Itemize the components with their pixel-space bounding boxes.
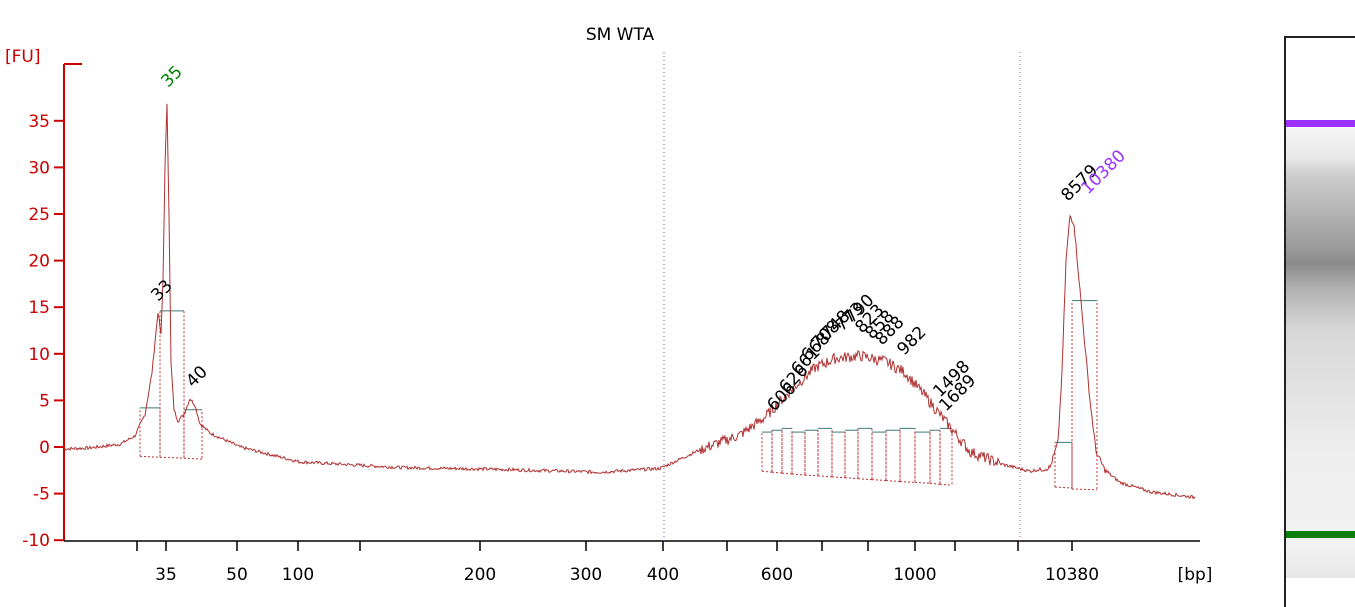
x-tick-label: 100 [282, 565, 314, 585]
y-tick-label: -10 [22, 531, 50, 551]
guide-lines [663, 52, 1021, 541]
peak-bin [871, 432, 887, 482]
peak-label: 33 [147, 276, 176, 305]
peak-bin [791, 432, 806, 476]
x-tick-label: 10380 [1045, 565, 1099, 585]
chart-title: SM WTA [586, 25, 655, 45]
gel-band-lower-marker [1286, 531, 1355, 538]
y-tick-label: 35 [28, 112, 50, 132]
x-tick-label: 300 [570, 565, 602, 585]
peak-bins [139, 300, 1098, 491]
peak-bin [1071, 300, 1098, 491]
y-tick-label: 25 [28, 205, 50, 225]
peak-bin [139, 407, 161, 458]
x-tick-label: 35 [155, 565, 177, 585]
gel-image [1284, 36, 1355, 607]
y-tick-label: 20 [28, 252, 50, 272]
peak-labels: 3533406066266616687087487737908238588889… [147, 62, 1129, 415]
x-tick-label: 1000 [893, 565, 936, 585]
y-tick-label: 15 [28, 298, 50, 318]
peak-bin [804, 430, 819, 477]
peak-bin [183, 409, 203, 460]
x-axis-label: [bp] [1178, 565, 1213, 585]
peak-label: 35 [157, 62, 186, 91]
peak-bin [761, 432, 773, 473]
peak-bin [771, 430, 783, 474]
peak-bin [914, 432, 931, 484]
peak-bin [939, 428, 953, 486]
y-tick-label: 0 [39, 438, 50, 458]
x-tick-label: 600 [761, 565, 793, 585]
signal-trace [63, 103, 1196, 500]
peak-bin [831, 432, 846, 479]
x-tick-label: 200 [464, 565, 496, 585]
y-tick-label: 30 [28, 158, 50, 178]
peak-bin [1054, 442, 1073, 489]
peak-bin [885, 430, 901, 482]
gel-lane [1286, 120, 1355, 578]
y-axis-label: [FU] [5, 47, 41, 67]
x-tick-label: 400 [647, 565, 679, 585]
trace [63, 103, 1196, 500]
peak-bin [899, 428, 916, 483]
peak-bin [929, 430, 941, 485]
gel-band-upper-marker [1286, 120, 1355, 127]
y-tick-label: 10 [28, 345, 50, 365]
y-tick-label: -5 [33, 485, 50, 505]
peak-bin [781, 428, 793, 475]
x-tick-label: 50 [226, 565, 248, 585]
peak-label: 40 [182, 362, 211, 391]
y-tick-label: 5 [39, 391, 50, 411]
peak-bin [857, 428, 873, 481]
peak-bin [844, 430, 859, 480]
peak-bin [817, 428, 833, 478]
